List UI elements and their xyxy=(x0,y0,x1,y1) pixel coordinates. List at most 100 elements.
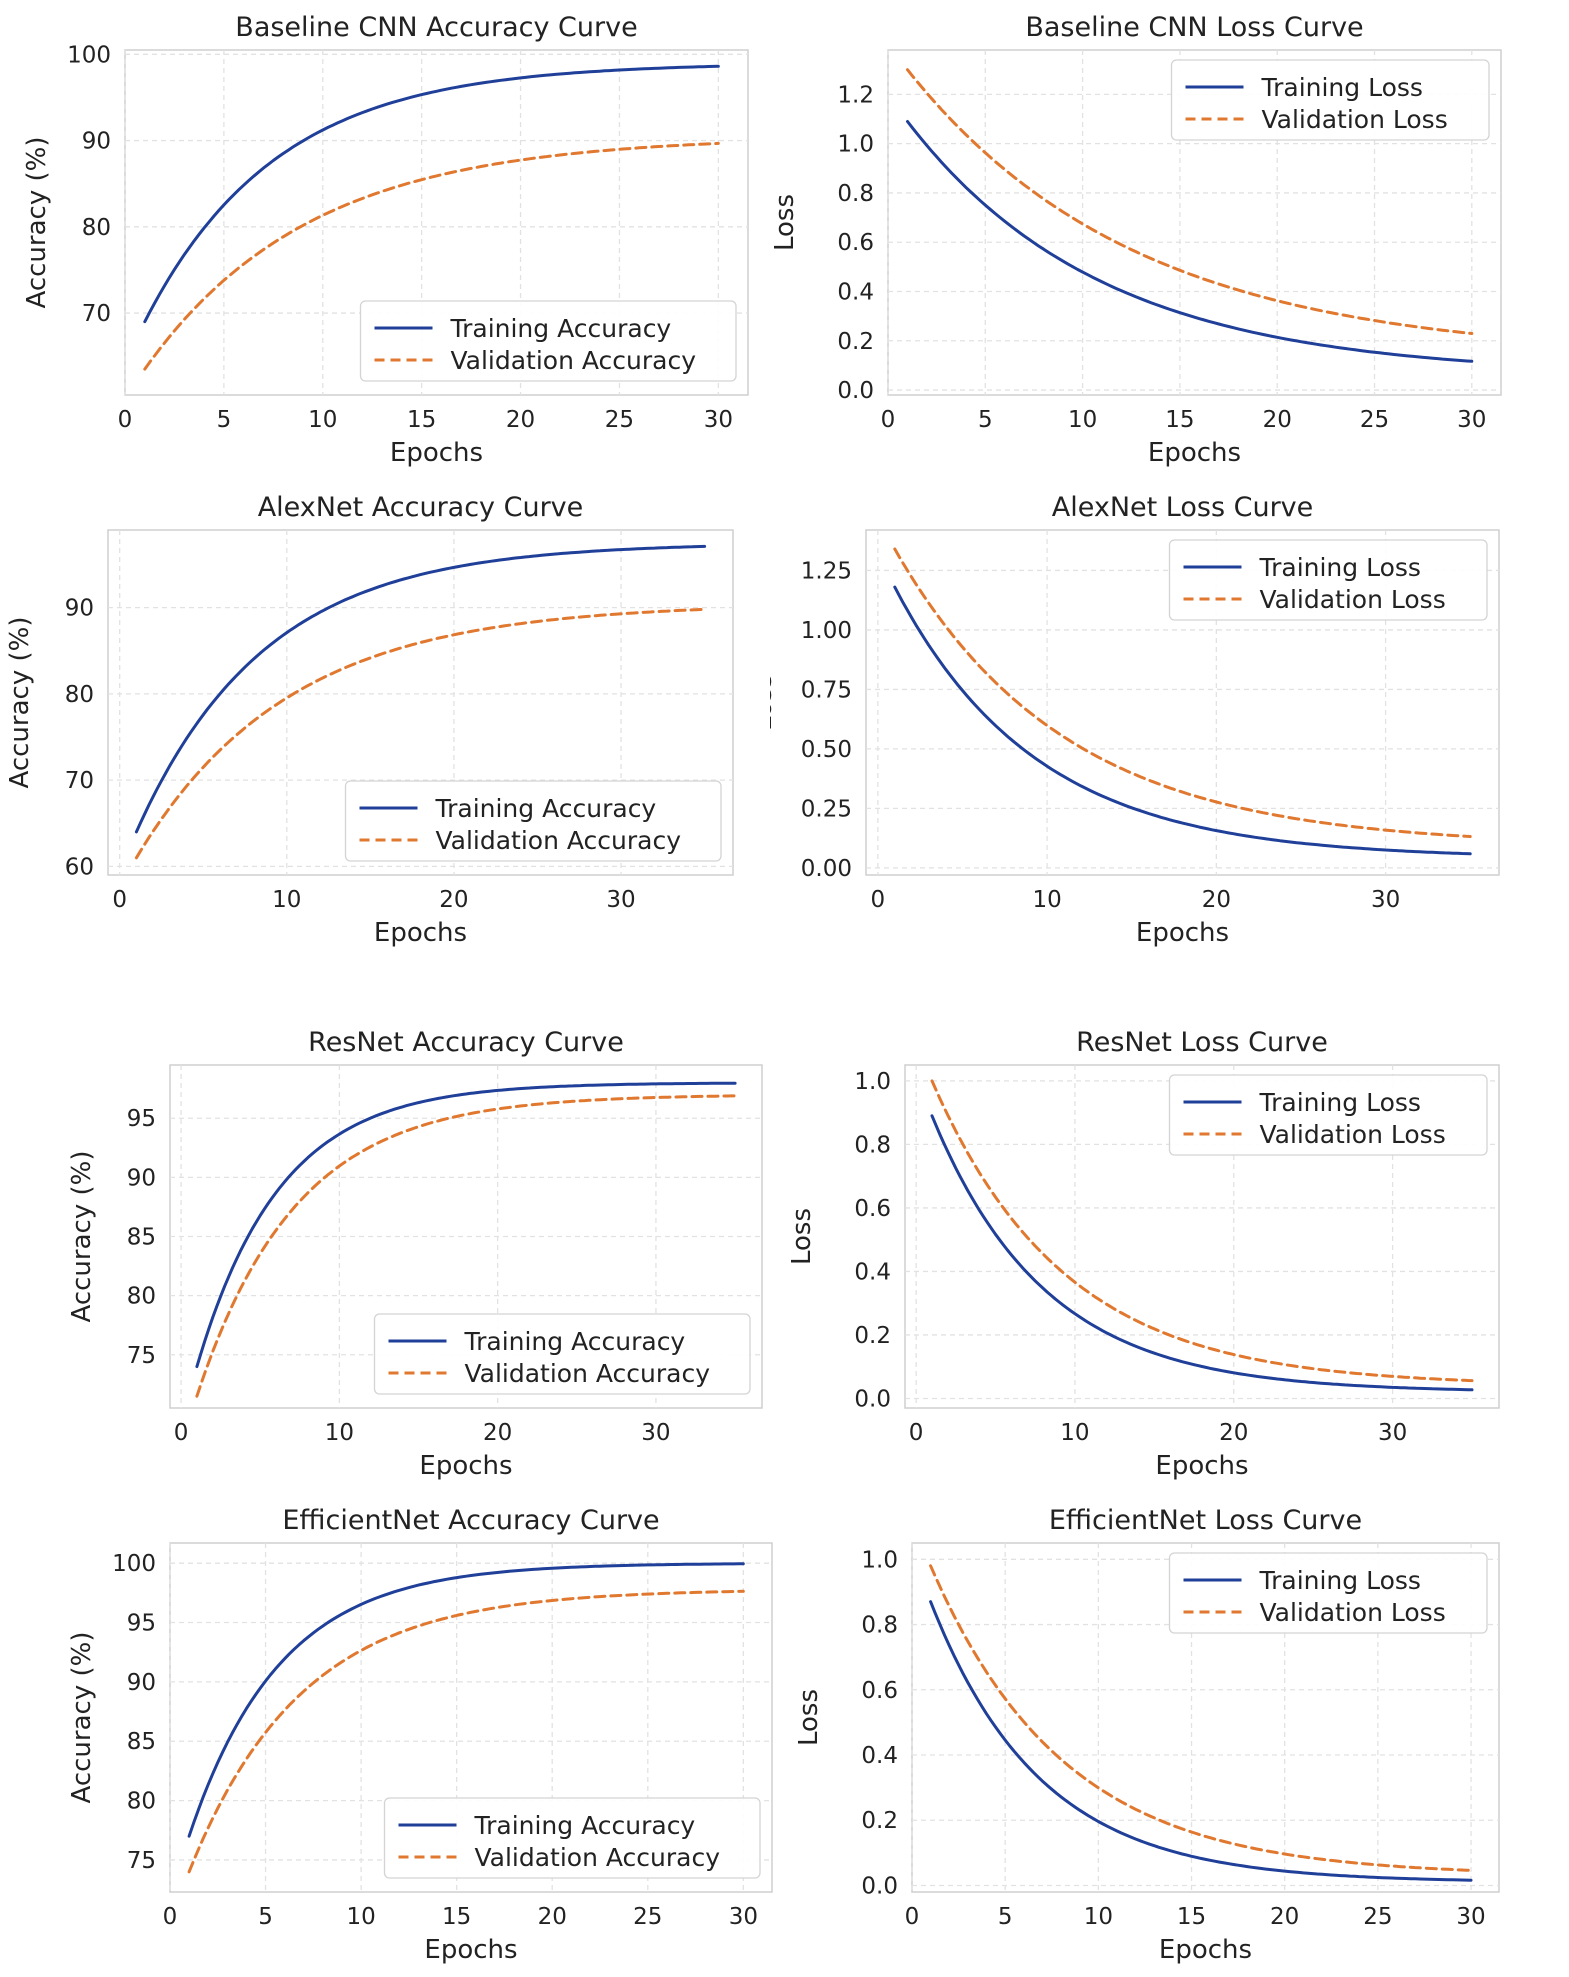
x-tick-label: 10 xyxy=(1032,887,1061,913)
x-tick-label: 10 xyxy=(346,1904,375,1930)
x-tick-label: 10 xyxy=(1068,407,1097,433)
series-line-validation-accuracy xyxy=(195,1094,737,1398)
x-tick-label: 30 xyxy=(1457,407,1486,433)
legend-box xyxy=(373,1313,751,1395)
y-tick-label: 80 xyxy=(127,1789,156,1815)
y-tick-label: 75 xyxy=(127,1343,156,1369)
x-tick-label: 15 xyxy=(1165,407,1194,433)
chart-svg: 0 5 10 15 20 25 30 75 80 85 90 95 100 Training Accura… xyxy=(67,1505,773,1965)
x-tick-label: 30 xyxy=(641,1420,670,1446)
chart-svg: 0 10 20 30 0.00 0.25 0.50 0.75 1.00 1.25 Training … xyxy=(770,492,1500,948)
legend-box xyxy=(359,300,737,382)
y-tick-label: 0.0 xyxy=(861,1873,898,1899)
legend-box xyxy=(383,1797,761,1879)
chart-panel-resnet-loss-curve: 0 10 20 30 0.0 0.2 0.4 0.6 0.8 1.0 Training Loss Va… xyxy=(790,1015,1569,1493)
chart-svg: 0 5 10 15 20 25 30 0.0 0.2 0.4 0.6 0.8 1.0 1.2 Trainin… xyxy=(770,12,1502,468)
legend-box xyxy=(1168,1074,1488,1156)
x-axis-label: Epochs xyxy=(374,918,467,948)
legend-label-validation-accuracy: Validation Accuracy xyxy=(436,826,682,855)
x-tick-label: 30 xyxy=(1371,887,1400,913)
x-tick-label: 10 xyxy=(272,887,301,913)
legend: Training Accuracy Validation Accuracy xyxy=(359,300,737,382)
y-tick-label: 70 xyxy=(65,768,94,794)
x-tick-label: 10 xyxy=(1084,1904,1113,1930)
y-axis-label: Accuracy (%) xyxy=(67,1151,97,1323)
x-axis-label: Epochs xyxy=(1159,1935,1252,1965)
x-tick-label: 30 xyxy=(729,1904,758,1930)
x-tick-label: 30 xyxy=(1456,1904,1485,1930)
x-tick-label: 0 xyxy=(174,1420,189,1446)
y-tick-label: 0.4 xyxy=(861,1743,898,1769)
x-tick-label: 20 xyxy=(439,887,468,913)
legend-label-validation-loss: Validation Loss xyxy=(1260,1120,1446,1149)
x-tick-label: 0 xyxy=(118,407,133,433)
x-tick-label: 0 xyxy=(905,1904,920,1930)
legend: Training Loss Validation Loss xyxy=(1170,59,1490,141)
series-line-training-loss xyxy=(929,1600,1473,1882)
series-line-validation-accuracy xyxy=(134,607,707,860)
x-tick-label: 15 xyxy=(442,1904,471,1930)
legend: Training Loss Validation Loss xyxy=(1168,539,1488,621)
y-tick-label: 80 xyxy=(82,215,111,241)
y-tick-label: 0.00 xyxy=(801,856,852,882)
y-tick-label: 75 xyxy=(127,1848,156,1874)
y-axis-label: Loss xyxy=(770,194,800,251)
y-tick-label: 0.2 xyxy=(854,1323,891,1349)
x-tick-label: 25 xyxy=(1363,1904,1392,1930)
x-axis-label: Epochs xyxy=(390,438,483,468)
y-tick-label: 0.8 xyxy=(837,181,874,207)
y-tick-label: 0.2 xyxy=(837,329,874,355)
legend-label-training-accuracy: Training Accuracy xyxy=(435,794,657,823)
y-tick-label: 0.6 xyxy=(837,230,874,256)
x-tick-label: 30 xyxy=(704,407,733,433)
chart-panel-resnet-accuracy-curve: 0 10 20 30 75 80 85 90 95 Training Accuracy Valida… xyxy=(0,1015,790,1493)
y-tick-label: 100 xyxy=(112,1551,156,1577)
x-tick-label: 10 xyxy=(325,1420,354,1446)
series-line-training-accuracy xyxy=(134,544,707,834)
x-tick-label: 20 xyxy=(1263,407,1292,433)
legend: Training Accuracy Validation Accuracy xyxy=(344,780,722,862)
series-line-training-loss xyxy=(906,120,1474,363)
y-tick-label: 85 xyxy=(127,1225,156,1251)
x-tick-label: 30 xyxy=(1378,1420,1407,1446)
series-line-validation-loss xyxy=(893,547,1472,838)
x-axis-label: Epochs xyxy=(419,1451,512,1481)
y-tick-label: 90 xyxy=(82,129,111,155)
y-tick-label: 0.50 xyxy=(801,737,852,763)
legend-label-validation-loss: Validation Loss xyxy=(1262,105,1448,134)
x-tick-label: 10 xyxy=(308,407,337,433)
series-line-validation-loss xyxy=(906,68,1474,335)
y-tick-label: 1.25 xyxy=(801,558,852,584)
y-axis-label: Accuracy (%) xyxy=(67,1632,97,1804)
chart-panel-alexnet-loss-curve: 0 10 20 30 0.00 0.25 0.50 0.75 1.00 1.25 Training … xyxy=(770,480,1569,960)
y-tick-label: 1.0 xyxy=(854,1069,891,1095)
series-line-validation-accuracy xyxy=(143,141,720,371)
x-axis-label: Epochs xyxy=(424,1935,517,1965)
x-axis-label: Epochs xyxy=(1136,918,1229,948)
series-line-training-loss xyxy=(893,585,1472,856)
x-tick-label: 0 xyxy=(112,887,127,913)
y-axis-label: Loss xyxy=(790,1208,817,1265)
y-tick-label: 85 xyxy=(127,1729,156,1755)
y-tick-label: 0.25 xyxy=(801,796,852,822)
legend-box xyxy=(1168,539,1488,621)
series-line-training-loss xyxy=(930,1114,1474,1392)
y-tick-label: 90 xyxy=(127,1165,156,1191)
y-tick-label: 1.2 xyxy=(837,82,874,108)
legend-label-training-accuracy: Training Accuracy xyxy=(450,314,672,343)
x-tick-label: 5 xyxy=(217,407,232,433)
y-tick-label: 80 xyxy=(127,1284,156,1310)
legend-label-validation-accuracy: Validation Accuracy xyxy=(451,346,697,375)
x-tick-label: 25 xyxy=(605,407,634,433)
chart-svg: 0 10 20 30 60 70 80 90 Training Accuracy Validati… xyxy=(5,492,734,948)
chart-svg: 0 5 10 15 20 25 30 70 80 90 100 Training Accuracy Va… xyxy=(22,12,749,468)
chart-svg: 0 10 20 30 75 80 85 90 95 Training Accuracy Valida… xyxy=(67,1027,763,1481)
y-tick-label: 0.0 xyxy=(854,1386,891,1412)
x-tick-label: 0 xyxy=(881,407,896,433)
chart-title: ResNet Loss Curve xyxy=(1076,1027,1328,1058)
x-tick-label: 15 xyxy=(407,407,436,433)
chart-title: AlexNet Accuracy Curve xyxy=(258,492,584,523)
x-tick-label: 15 xyxy=(1177,1904,1206,1930)
chart-panel-efficientnet-accuracy-curve: 0 5 10 15 20 25 30 75 80 85 90 95 100 Training Accura… xyxy=(0,1493,790,1977)
legend-label-training-accuracy: Training Accuracy xyxy=(464,1327,686,1356)
